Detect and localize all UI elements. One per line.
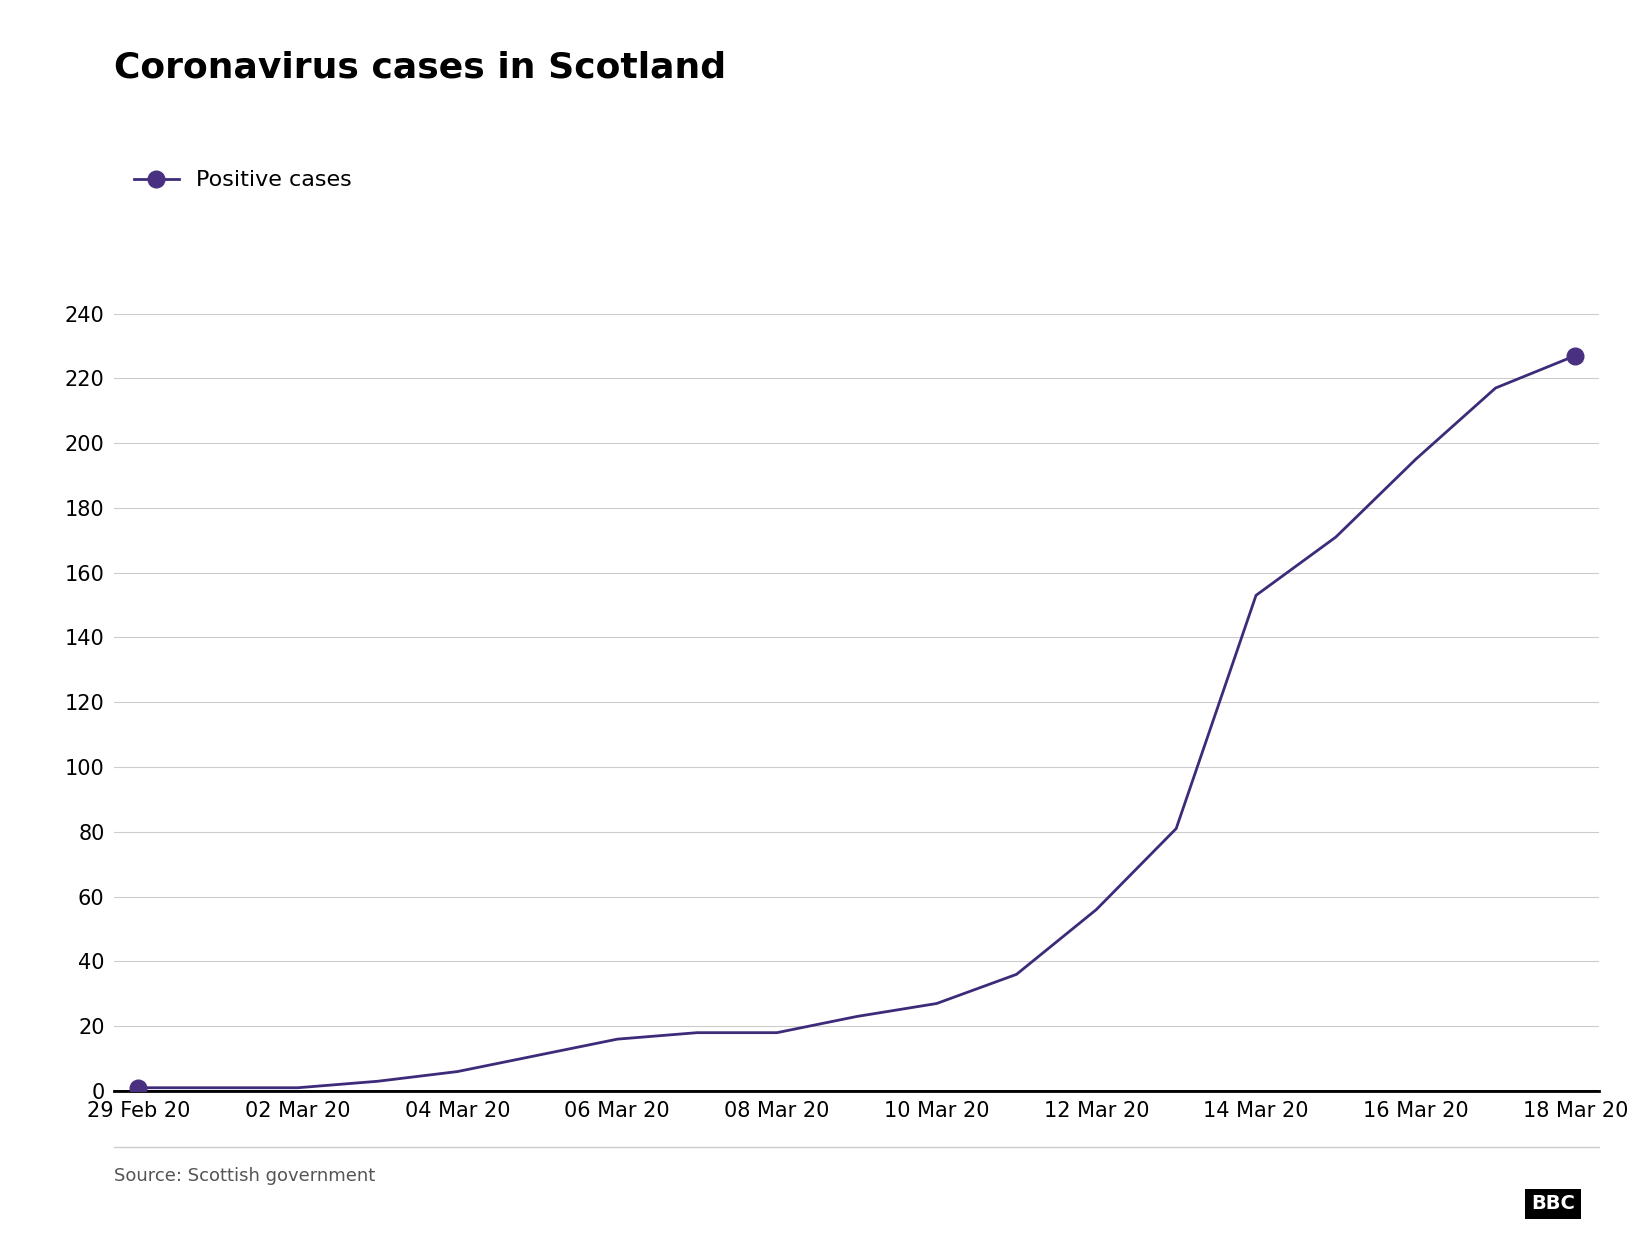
Text: BBC: BBC <box>1531 1194 1575 1214</box>
Legend: Positive cases: Positive cases <box>126 162 361 199</box>
Text: Coronavirus cases in Scotland: Coronavirus cases in Scotland <box>114 50 726 84</box>
Text: Source: Scottish government: Source: Scottish government <box>114 1167 375 1185</box>
